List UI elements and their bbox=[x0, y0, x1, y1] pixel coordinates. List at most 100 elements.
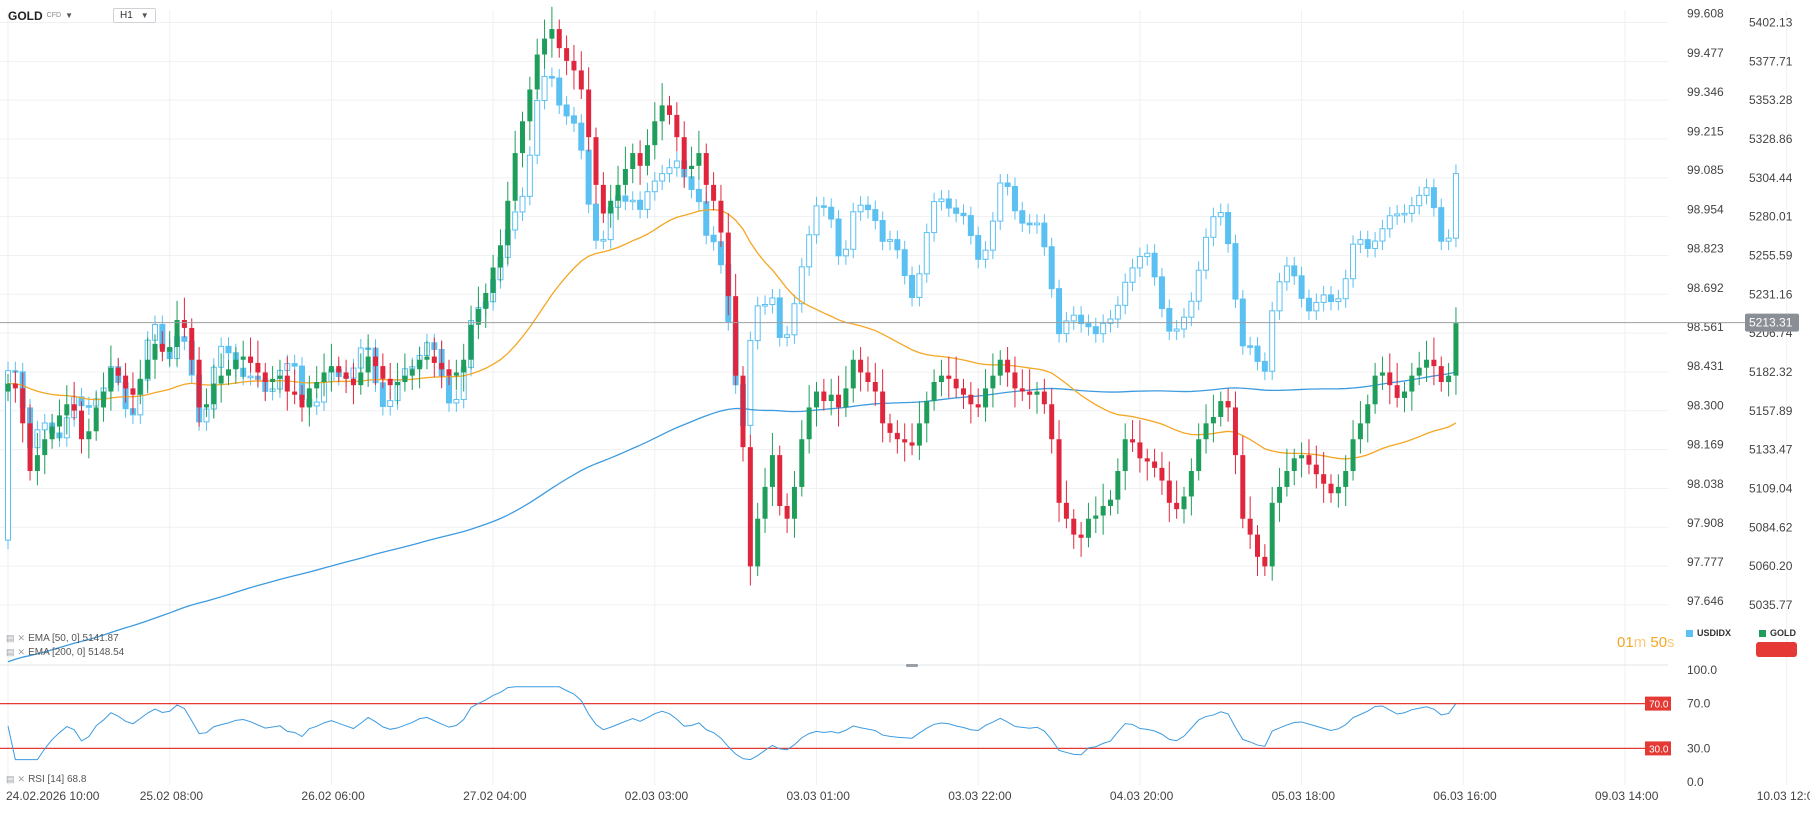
rsi-tick: 30.0 bbox=[1687, 741, 1711, 755]
rsi-legend[interactable]: ▤ ✕ RSI [14] 68.8 bbox=[6, 774, 86, 785]
gold-candle bbox=[1093, 515, 1099, 519]
gold-candle bbox=[1078, 534, 1084, 538]
gold-legend[interactable]: GOLD bbox=[1759, 628, 1796, 638]
pane-resize-handle bbox=[906, 664, 918, 667]
timeframe-selector[interactable]: H1 ▼ bbox=[112, 8, 156, 23]
gold-candle bbox=[1343, 471, 1349, 487]
usdidx-candle bbox=[1283, 265, 1290, 283]
usdidx-candle bbox=[666, 167, 673, 175]
gold-candle bbox=[608, 200, 614, 214]
usdidx-candle bbox=[563, 104, 570, 117]
gold-candle bbox=[777, 455, 783, 506]
gold-candle bbox=[108, 367, 114, 392]
gold-candle bbox=[5, 383, 11, 392]
gold-candle bbox=[1291, 458, 1297, 472]
gold-tick: 5035.77 bbox=[1749, 598, 1793, 612]
gold-tick: 5109.04 bbox=[1749, 481, 1793, 495]
gold-candle bbox=[1277, 486, 1283, 503]
usdidx-candle bbox=[1195, 269, 1202, 302]
gold-candle bbox=[167, 347, 173, 352]
usdidx-tick: 97.646 bbox=[1687, 594, 1724, 608]
gold-candle bbox=[549, 29, 555, 39]
gold-candle bbox=[1255, 534, 1260, 557]
rsi-pane: 100.0 70.0 30.0 0.0 70.0 30.0 bbox=[0, 663, 1717, 789]
usdidx-legend[interactable]: USDIDX bbox=[1686, 628, 1731, 638]
gold-candle bbox=[1137, 442, 1143, 459]
close-icon[interactable]: ✕ bbox=[17, 633, 26, 643]
usdidx-candle bbox=[850, 211, 857, 250]
gold-candle bbox=[696, 153, 702, 166]
gold-candle bbox=[402, 375, 408, 382]
usdidx-candle bbox=[1254, 345, 1261, 362]
ema50-legend[interactable]: ▤ ✕ EMA [50, 0] 5141.87 bbox=[6, 633, 119, 644]
usdidx-candle bbox=[1291, 265, 1298, 277]
gold-candle bbox=[843, 388, 849, 408]
usdidx-tick: 99.346 bbox=[1687, 85, 1724, 99]
gold-candle bbox=[1085, 518, 1091, 538]
usdidx-candle bbox=[593, 203, 599, 241]
usdidx-candle bbox=[1452, 172, 1459, 239]
usdidx-candle bbox=[710, 234, 717, 243]
usdidx-candle bbox=[85, 405, 92, 408]
gold-candle bbox=[284, 375, 290, 392]
gold-tick: 5157.89 bbox=[1749, 404, 1793, 418]
gold-candle bbox=[248, 356, 254, 363]
usdidx-candle bbox=[842, 248, 849, 257]
usdidx-candle bbox=[1269, 310, 1276, 372]
time-label: 03.03 01:00 bbox=[787, 789, 851, 803]
chevron-down-icon: ▼ bbox=[140, 11, 149, 20]
usdidx-candle bbox=[1122, 281, 1129, 306]
usdidx-candle bbox=[1313, 301, 1320, 312]
gold-candle bbox=[1284, 471, 1290, 487]
usdidx-tick: 99.608 bbox=[1687, 7, 1724, 21]
usdidx-candle bbox=[570, 115, 577, 124]
ema200-label: EMA [200, 0] 5148.54 bbox=[28, 647, 125, 658]
usdidx-candle bbox=[1276, 281, 1283, 312]
usdidx-candle bbox=[909, 274, 916, 298]
ema200-legend[interactable]: ▤ ✕ EMA [200, 0] 5148.54 bbox=[6, 647, 124, 658]
settings-icon[interactable]: ▤ bbox=[6, 774, 15, 784]
usdidx-candle bbox=[894, 239, 901, 251]
usdidx-candle bbox=[1210, 216, 1217, 238]
gold-candle bbox=[1174, 502, 1180, 510]
usdidx-candle bbox=[1078, 314, 1085, 325]
gold-candle bbox=[123, 375, 129, 389]
usdidx-candle bbox=[864, 204, 871, 211]
gold-candle bbox=[902, 439, 908, 443]
rsi-line bbox=[7, 686, 1457, 761]
gold-candle bbox=[1424, 359, 1430, 368]
gold-candle bbox=[424, 356, 430, 360]
gold-candle bbox=[1159, 467, 1165, 481]
countdown-sec-unit: s bbox=[1667, 634, 1675, 651]
gold-candle bbox=[12, 383, 18, 389]
time-label: 02.03 03:00 bbox=[625, 789, 689, 803]
gold-candle bbox=[314, 382, 320, 389]
symbol-selector[interactable]: GOLD CFD ▼ bbox=[8, 9, 73, 23]
settings-icon[interactable]: ▤ bbox=[6, 633, 15, 643]
gold-candle bbox=[1034, 391, 1040, 395]
gold-candle bbox=[475, 308, 481, 325]
rsi-tick: 0.0 bbox=[1687, 775, 1704, 789]
usdidx-candle bbox=[644, 191, 651, 210]
usdidx-candle bbox=[1114, 304, 1121, 320]
usdidx-candle bbox=[1004, 182, 1011, 187]
usdidx-candle bbox=[585, 149, 592, 205]
close-icon[interactable]: ✕ bbox=[17, 774, 26, 784]
time-label: 04.03 20:00 bbox=[1110, 789, 1174, 803]
rsi-tick: 100.0 bbox=[1687, 663, 1717, 677]
close-icon[interactable]: ✕ bbox=[17, 647, 26, 657]
gold-candle bbox=[953, 378, 959, 389]
settings-icon[interactable]: ▤ bbox=[6, 647, 15, 657]
gold-candle bbox=[880, 391, 886, 424]
gold-candle bbox=[836, 394, 842, 408]
gold-candle bbox=[1203, 423, 1209, 440]
gold-candle bbox=[299, 394, 305, 408]
gold-candle bbox=[659, 105, 665, 122]
usdidx-candle bbox=[1070, 314, 1077, 322]
usdidx-candle bbox=[1416, 194, 1423, 207]
gold-candle bbox=[64, 404, 70, 416]
time-label: 25.02 08:00 bbox=[140, 789, 204, 803]
usdidx-candle bbox=[923, 232, 930, 275]
usdidx-candle bbox=[813, 205, 820, 236]
